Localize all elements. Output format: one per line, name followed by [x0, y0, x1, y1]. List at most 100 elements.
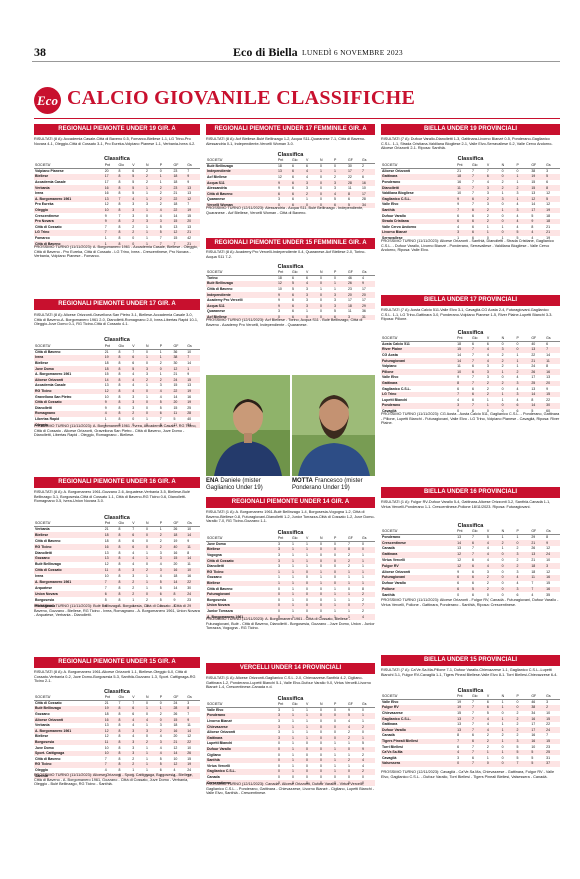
stat-cell: 7	[117, 700, 132, 707]
team-name: Juve Domo	[34, 366, 104, 372]
stat-cell: 6	[304, 275, 319, 282]
stat-cell: 1	[304, 541, 319, 548]
team-name: Fulgor RV	[381, 705, 457, 711]
stat-cell: 0	[144, 349, 159, 356]
stat-cell: 0	[500, 575, 516, 581]
stat-cell: 6	[332, 202, 347, 209]
stat-cell: 2	[515, 721, 531, 728]
stat-cell: 0	[318, 746, 333, 753]
team-name: Futuragiovani	[381, 358, 457, 364]
stat-cell: 0	[332, 713, 347, 719]
stat-cell: 2	[158, 360, 173, 367]
stat-cell: 9	[172, 597, 187, 604]
stat-cell: 1	[131, 767, 145, 774]
stat-cell: 1	[500, 369, 516, 376]
stat-cell: 3	[131, 394, 145, 400]
stat-cell: 3	[456, 230, 471, 236]
table-row: Biellese 18 8 6 0 2 18 14	[34, 532, 200, 539]
team-name: Oleggio	[34, 422, 104, 428]
table-row: Dufour Varallo 0 1 0 0 1 0 9	[206, 746, 375, 753]
stat-cell: 1	[500, 699, 516, 706]
team-name: Fulgor RV	[381, 563, 457, 570]
stat-cell: 13	[186, 185, 200, 191]
stat-cell: 0	[144, 213, 159, 219]
stat-cell: 0	[318, 603, 333, 609]
stat-cell: 3	[158, 739, 173, 746]
stat-cell: 6	[456, 586, 471, 593]
column-header: Pnt	[276, 270, 291, 276]
standings-title-bar: REGIONALI PIEMONTE UNDER 15 FEMMINILE GI…	[206, 238, 375, 249]
table-row: Gaglianico C.S.L. 6 6 2 0 4 13 9	[381, 386, 560, 392]
stat-cell: 38	[530, 705, 546, 711]
issue-date: LUNEDÌ 6 NOVEMBRE 2023	[302, 48, 403, 57]
stat-cell: 4	[158, 750, 173, 757]
stat-cell: 1	[332, 769, 347, 775]
stat-cell: 19	[545, 235, 560, 242]
table-row: Biellese 17 8 5 2 1 18 9	[34, 174, 200, 180]
table-row: Valdilana Biogliese 10 7 3 1 3 13 12	[381, 190, 560, 197]
stat-cell: 10	[186, 745, 200, 751]
column-header: Gio	[471, 529, 486, 535]
stat-cell: 4	[515, 213, 531, 219]
table-row: Alicese Orizzonti 9 6 3 0 3 18 12	[381, 569, 560, 576]
stat-cell: 24	[545, 551, 560, 558]
column-header: SOCIETA'	[206, 158, 277, 164]
column-header: N	[500, 336, 516, 342]
stat-cell: 7	[530, 580, 546, 587]
stat-cell: 1	[290, 569, 305, 576]
team-name: Ponderano	[381, 403, 457, 409]
stat-cell: 23	[346, 286, 361, 293]
stat-cell: 0	[158, 717, 173, 723]
stat-cell: 7	[103, 585, 118, 592]
column-header: GF	[346, 536, 361, 542]
stat-cell: 3	[304, 286, 319, 293]
table-header-row: SOCIETA' Pnt Gio V N P GF Gs	[381, 336, 560, 342]
stat-cell: 10	[103, 573, 118, 580]
column-header: Pnt	[456, 163, 471, 169]
stat-cell: 29	[186, 603, 200, 609]
stat-cell: 12	[103, 202, 118, 208]
column-header: SOCIETA'	[381, 336, 457, 342]
stat-cell: 25	[530, 380, 546, 387]
stat-cell: 1	[332, 281, 347, 287]
stat-cell: 8	[172, 591, 187, 598]
stat-cell: 3	[276, 552, 291, 559]
stat-cell: 3	[485, 185, 501, 191]
stat-cell: 1	[346, 608, 361, 615]
column-header: GF	[530, 694, 546, 700]
table-row: Gozzano 13 8 4 1 3 15 14	[34, 555, 200, 562]
stat-cell: 2	[144, 168, 159, 175]
stat-cell: 8	[530, 224, 546, 231]
column-header: Gs	[545, 163, 560, 169]
stat-cell: 2	[485, 744, 501, 750]
stat-cell: 6	[485, 699, 501, 706]
classifica-heading: Classifica	[457, 330, 484, 336]
team-name: Dufour Varallo	[206, 746, 277, 753]
stat-cell: 14	[186, 360, 200, 367]
team-name: Libertas Rapid	[34, 416, 104, 423]
stat-cell: 6	[290, 202, 305, 209]
stat-cell: 15	[172, 717, 187, 723]
column-header: P	[158, 521, 173, 527]
results-text: RISULTATI (8 A): Academy Pro Vercelli-In…	[206, 250, 366, 259]
table-row: Città di Baveno 7 8 2 1 5 10 15	[34, 756, 200, 763]
stat-cell: 0	[360, 541, 375, 548]
table-row: Dufour Varallo 13 7 4 1 2 17 24	[381, 727, 560, 734]
stat-cell: 2	[158, 190, 173, 197]
stat-cell: 10	[456, 369, 471, 376]
classifica-heading: Classifica	[104, 515, 130, 521]
column-header: N	[144, 344, 159, 350]
column-header: N	[500, 694, 516, 700]
stat-cell: 7	[360, 169, 375, 175]
stat-cell: 3	[515, 207, 531, 214]
stat-cell: 38	[172, 355, 187, 361]
stat-cell: 7	[471, 352, 486, 359]
stat-cell: 22	[346, 174, 361, 181]
stat-cell: 0	[318, 729, 333, 736]
table-row: Juve Domo 18 8 5 3 0 12 1	[34, 366, 200, 372]
stat-cell: 1	[346, 591, 361, 598]
stat-cell: 8	[117, 241, 132, 247]
stat-cell: 1	[332, 591, 347, 598]
stat-cell: 7	[515, 761, 531, 767]
stat-cell: 0	[318, 303, 333, 310]
